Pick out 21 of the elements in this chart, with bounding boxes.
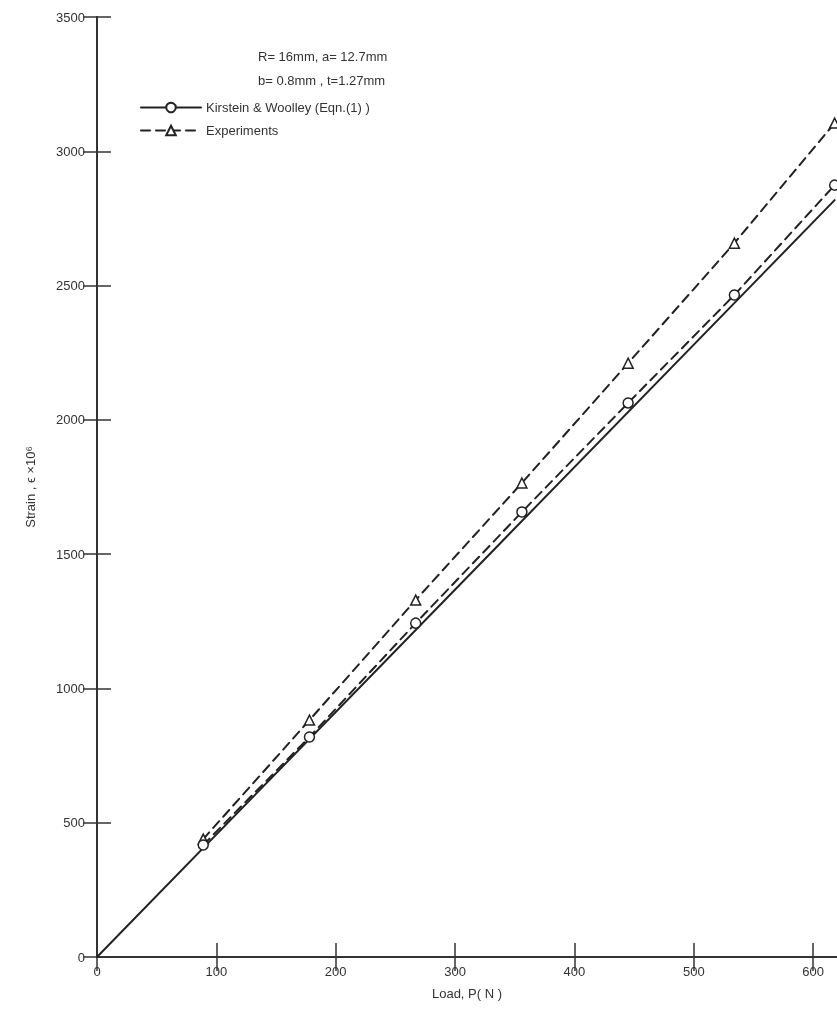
legend-label: Experiments [206,123,279,138]
legend-label: Kirstein & Woolley (Eqn.(1) ) [206,100,370,115]
x-axis-title: Load, P( N ) [431,986,503,1001]
x-tick-label: 0 [93,964,101,979]
y-tick-label: 1000 [56,680,85,696]
annotation: R= 16mm, a= 12.7mm [258,49,388,64]
y-tick-label: 0 [77,949,85,965]
y-tick-label: 2000 [56,412,85,428]
x-tick-label: 200 [324,964,347,979]
x-tick-label: 100 [205,964,228,979]
x-tick-label: 500 [682,964,705,979]
y-tick-label: 1500 [56,546,85,562]
y-tick-label: 2500 [56,278,85,294]
x-tick-label: 300 [444,964,466,979]
y-tick-label: 500 [63,815,85,831]
y-tick-label: 3500 [56,9,85,25]
x-tick-label: 600 [802,964,824,979]
annotation: b= 0.8mm , t=1.27mm [258,73,386,88]
y-axis-title: Strain , ϵ ×10⁶ [23,446,38,528]
x-tick-label: 400 [563,964,586,979]
y-tick-label: 3000 [56,143,85,159]
